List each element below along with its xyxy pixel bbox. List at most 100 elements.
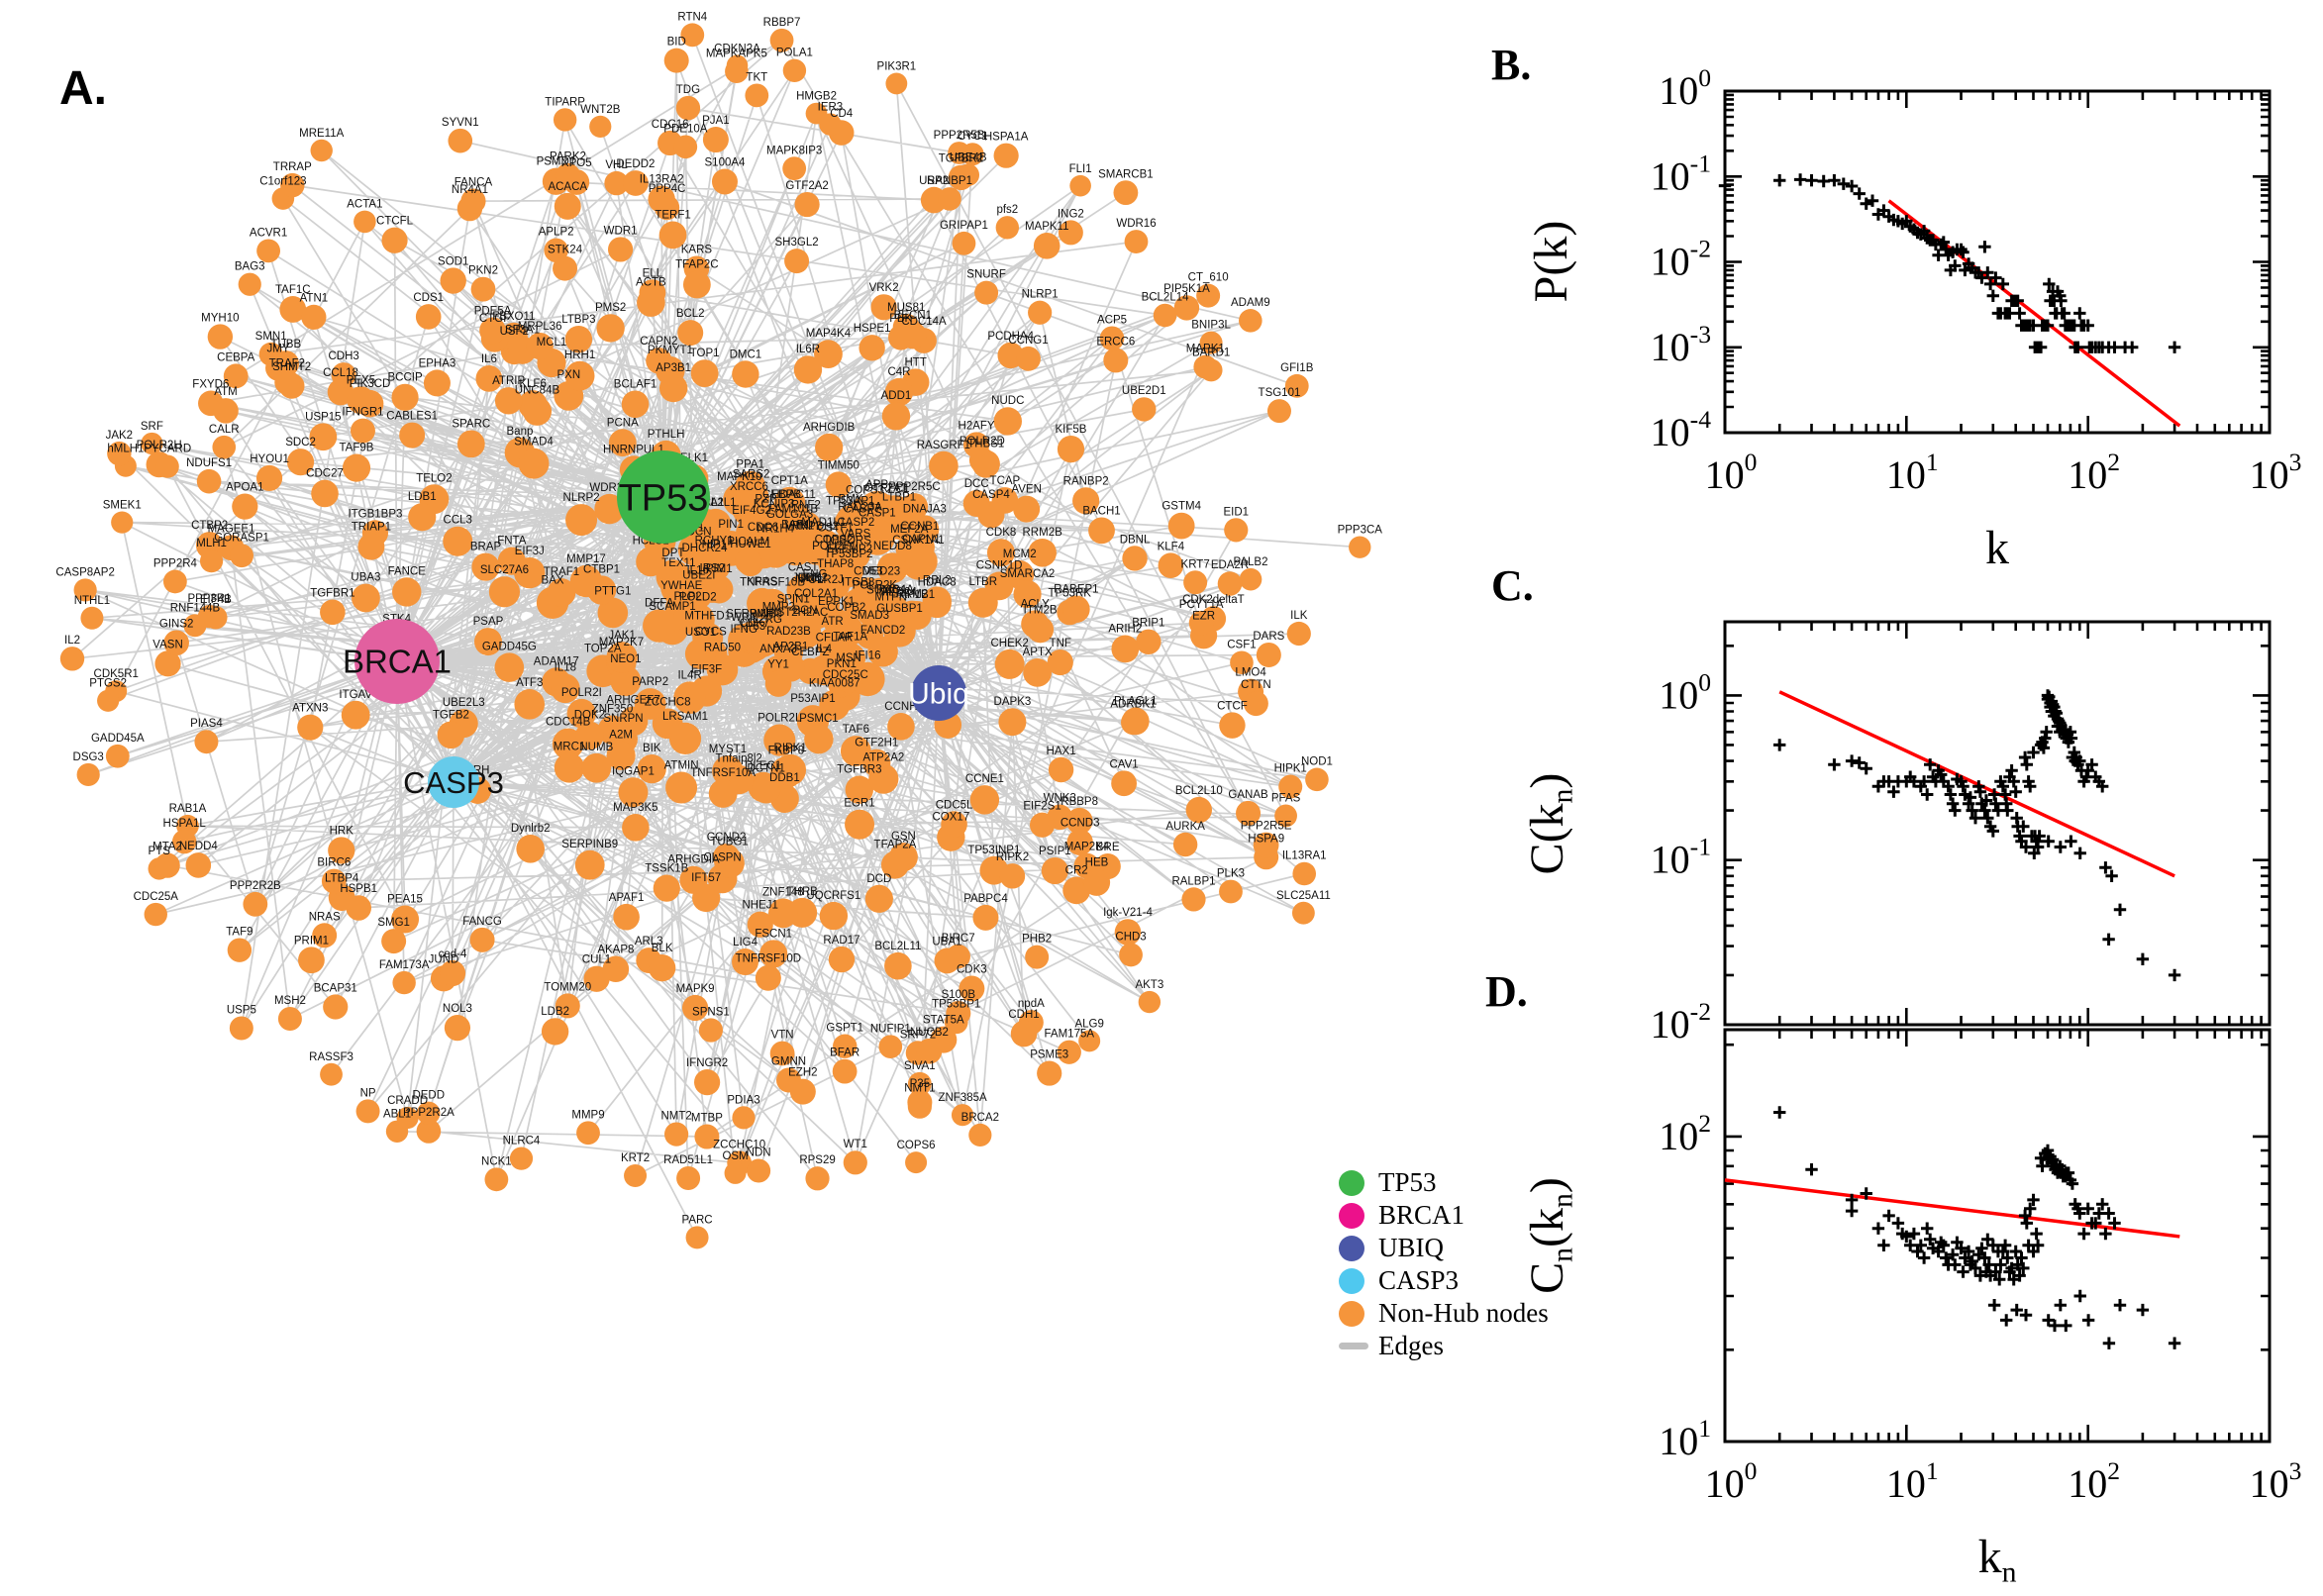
network-node	[815, 433, 844, 462]
network-node	[876, 603, 905, 632]
node-label: MTA2	[152, 841, 182, 852]
network-node	[789, 1078, 816, 1105]
node-label: Banp	[507, 426, 534, 438]
node-label: MTPN	[874, 591, 907, 603]
node-label: NLRC4	[503, 1136, 541, 1147]
node-label: VRK1	[784, 520, 814, 532]
node-label: SPARC	[452, 419, 490, 431]
node-label: PXN	[556, 369, 580, 381]
node-label: BFAR	[830, 1047, 859, 1059]
network-node	[76, 762, 100, 787]
node-label: VARS	[841, 528, 871, 540]
axis-ticks	[1723, 89, 2272, 435]
node-label: IL6R	[796, 344, 820, 355]
node-label: GRIPAP1	[940, 220, 988, 232]
hub-label-tp53: TP53	[619, 477, 709, 519]
node-label: ZCCHC8	[645, 696, 691, 708]
node-label: PDE5A	[474, 306, 512, 318]
node-label: THAP8	[817, 558, 854, 570]
node-label: AKT3	[1135, 979, 1163, 991]
node-label: LTBR	[968, 576, 997, 588]
network-node	[1099, 326, 1125, 351]
network-node	[1066, 829, 1093, 855]
node-label: IL4R	[677, 669, 701, 681]
network-node	[417, 1101, 441, 1125]
network-node	[858, 519, 895, 555]
node-label: ACVR1	[250, 228, 287, 240]
network-node	[769, 1041, 795, 1066]
node-label: MAP2K4	[1064, 842, 1110, 853]
network-node	[1230, 650, 1254, 675]
node-label: PSME3	[1030, 1048, 1068, 1060]
network-node	[675, 95, 701, 121]
node-label: TRRAP	[273, 161, 312, 173]
legend-item-ubiq: UBIQ	[1339, 1232, 1549, 1264]
network-node	[1111, 770, 1137, 797]
node-label: FANCD2	[860, 625, 905, 637]
node-label: PDIA3	[727, 1094, 759, 1106]
network-node	[1153, 303, 1177, 328]
network-node	[197, 604, 222, 629]
network-node	[554, 192, 581, 220]
node-label: ACTB	[636, 276, 666, 288]
node-label: DCD	[866, 873, 891, 885]
node-label: NR4A1	[452, 184, 488, 196]
node-label: PTHLH	[648, 429, 685, 441]
node-label: PPP4C	[649, 183, 686, 195]
node-label: MMP2	[762, 601, 795, 613]
network-node	[962, 490, 990, 518]
node-label: ILK	[1290, 610, 1308, 622]
node-label: AP3B1	[656, 362, 691, 374]
node-label: COPS6	[897, 1140, 936, 1151]
legend-item-edges: Edges	[1339, 1330, 1549, 1362]
node-label: AVEN	[1011, 484, 1041, 496]
network-node	[194, 730, 219, 754]
node-label: TNFRSF10B	[740, 577, 805, 589]
node-label: APAF1	[609, 892, 645, 904]
node-label: TOP1	[690, 348, 720, 359]
network-node	[154, 650, 181, 677]
node-label: BCL2L10	[1175, 785, 1223, 797]
network-node	[1027, 616, 1055, 644]
node-label: RASGRF1	[917, 440, 970, 451]
node-label: TP63	[739, 621, 766, 633]
node-label: SLC27A6	[480, 564, 529, 576]
edge-swatch-icon	[1339, 1343, 1368, 1349]
node-label: Igk-V21-4	[1103, 907, 1153, 919]
network-node	[1243, 691, 1268, 717]
node-label: KRT7	[1181, 558, 1210, 570]
node-label: EZR	[1192, 610, 1215, 622]
node-label: NMT1	[904, 1083, 935, 1095]
node-label: GANAB	[1228, 789, 1268, 801]
node-label: BCL2L11	[874, 941, 921, 952]
network-node	[851, 577, 886, 612]
axes-frame	[1723, 1028, 2272, 1444]
hub-node-tp53: TP53	[617, 450, 710, 544]
node-label: EFEMP2	[827, 544, 872, 555]
node-label: GADD45A	[91, 733, 145, 745]
node-label: ADAM9	[1231, 297, 1270, 309]
node-label: WNT2B	[580, 104, 621, 116]
legend-item-non-hub-nodes: Non-Hub nodes	[1339, 1297, 1549, 1330]
network-node	[756, 588, 789, 621]
node-label: HNRNPUL1	[603, 444, 664, 455]
x-tick-label: 102	[2068, 448, 2120, 497]
node-label: MTHFD1	[684, 611, 731, 623]
network-node	[439, 959, 466, 987]
node-label: CDC5L	[936, 799, 973, 811]
node-label: PKN2	[468, 265, 498, 277]
node-label: CCND2	[707, 832, 747, 844]
node-label: KRAS	[747, 576, 778, 588]
network-node	[355, 1099, 380, 1124]
node-label: SLC25A11	[1276, 890, 1331, 902]
network-node	[682, 270, 711, 299]
node-label: POLR2L	[758, 713, 802, 725]
node-label: IL13RA1	[1282, 850, 1327, 862]
network-node	[892, 313, 920, 341]
node-label: LDB1	[408, 491, 437, 503]
node-swatch-icon	[1339, 1300, 1364, 1327]
node-label: STAT5A	[923, 1015, 964, 1027]
network-node	[819, 901, 849, 931]
node-label: THBS1	[967, 439, 1004, 450]
node-label: GTF2H1	[855, 738, 898, 749]
